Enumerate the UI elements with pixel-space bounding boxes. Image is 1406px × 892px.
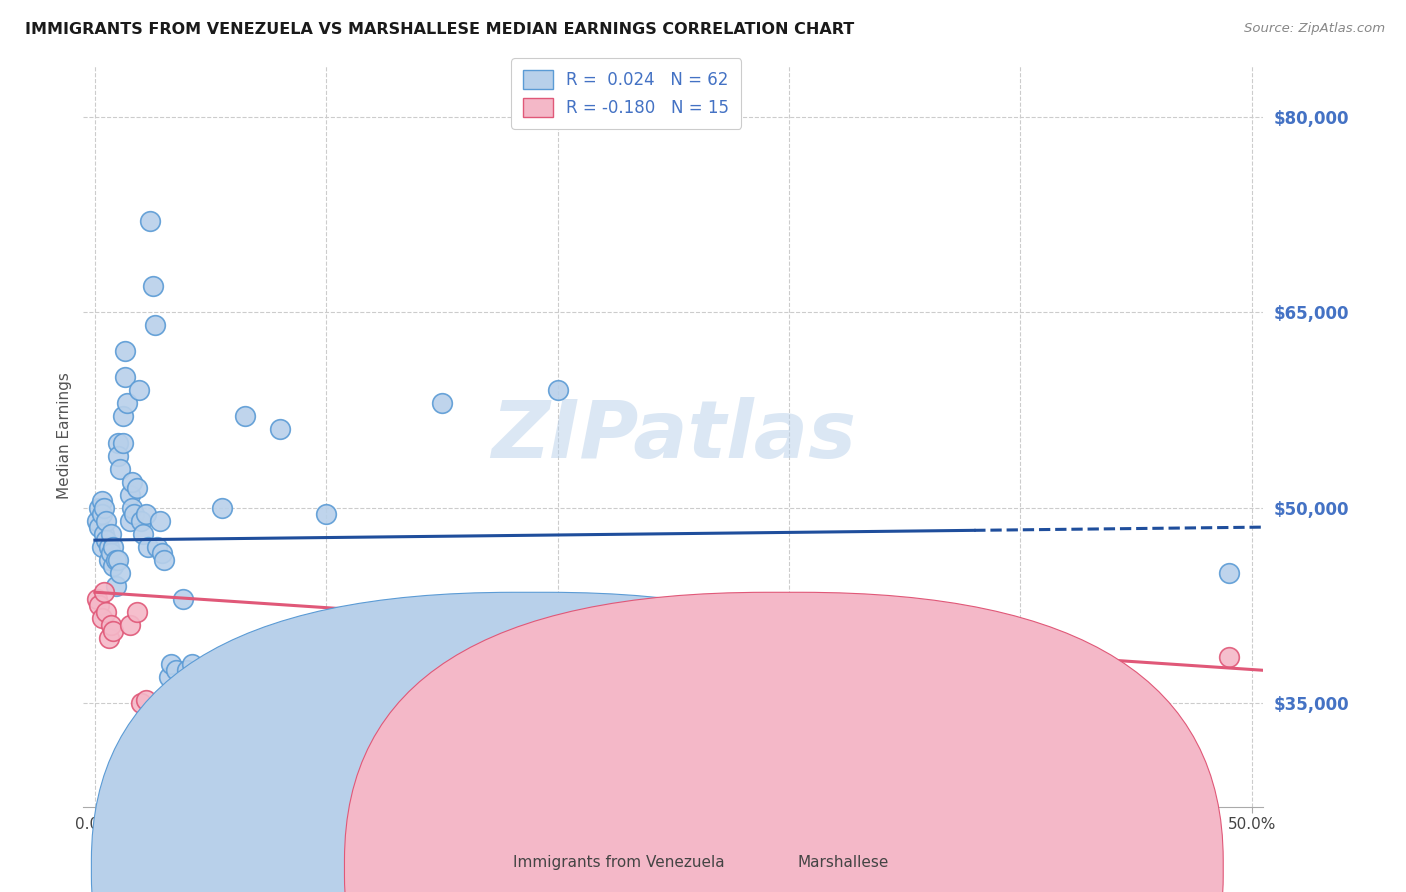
Point [1218,566,1240,580]
Point [121,500,143,515]
Point [315,507,337,521]
Point [89,500,111,515]
Point [100,526,122,541]
Point [110,566,132,580]
Point [103,559,125,574]
Point [894,774,917,789]
Point [1218,650,1240,665]
Point [96,533,118,548]
Point [107,435,129,450]
Point [107,552,129,566]
Point [430,617,453,632]
Point [90,540,112,554]
Point [125,605,148,619]
Point [86,514,108,528]
Point [97,540,120,554]
Point [86,591,108,606]
Point [118,514,141,528]
Point [107,449,129,463]
Point [96,605,118,619]
Point [135,507,157,521]
Text: Immigrants from Venezuela: Immigrants from Venezuela [513,855,724,870]
Point [93,585,115,599]
Point [165,663,187,677]
Point [188,682,211,697]
Point [129,514,152,528]
Point [143,318,166,333]
Point [97,631,120,645]
Point [89,520,111,534]
Text: Marshallese: Marshallese [799,855,889,870]
Y-axis label: Median Earnings: Median Earnings [58,373,72,500]
Point [103,624,125,639]
Point [111,435,134,450]
Point [104,552,127,566]
Point [90,494,112,508]
Point [172,591,194,606]
Point [157,670,180,684]
Point [150,546,173,560]
Point [132,526,155,541]
Point [96,514,118,528]
Point [430,396,453,410]
Point [110,461,132,475]
Point [117,396,139,410]
Point [90,507,112,521]
Point [547,384,569,398]
Point [128,384,150,398]
Point [269,422,291,436]
Point [211,500,233,515]
Point [100,546,122,560]
Point [118,617,141,632]
Point [93,526,115,541]
Point [547,696,569,710]
Point [181,657,204,671]
Point [135,693,157,707]
Point [111,409,134,424]
Text: ZIPatlas: ZIPatlas [491,397,856,475]
Point [160,657,183,671]
Point [103,540,125,554]
Point [121,475,143,489]
Legend: R =  0.024   N = 62, R = -0.180   N = 15: R = 0.024 N = 62, R = -0.180 N = 15 [512,59,741,128]
Point [104,579,127,593]
Point [139,214,162,228]
Point [153,552,176,566]
Point [125,481,148,495]
Point [93,500,115,515]
Point [146,540,169,554]
Point [100,617,122,632]
Point [90,611,112,625]
Point [176,663,198,677]
Point [122,507,145,521]
Point [142,279,165,293]
Text: Source: ZipAtlas.com: Source: ZipAtlas.com [1244,22,1385,36]
Point [89,598,111,612]
Point [97,552,120,566]
Point [194,670,217,684]
Point [233,409,256,424]
Point [114,370,136,384]
Point [136,540,159,554]
Point [114,344,136,359]
Point [118,487,141,501]
Point [129,696,152,710]
Text: IMMIGRANTS FROM VENEZUELA VS MARSHALLESE MEDIAN EARNINGS CORRELATION CHART: IMMIGRANTS FROM VENEZUELA VS MARSHALLESE… [25,22,855,37]
Point [149,514,172,528]
